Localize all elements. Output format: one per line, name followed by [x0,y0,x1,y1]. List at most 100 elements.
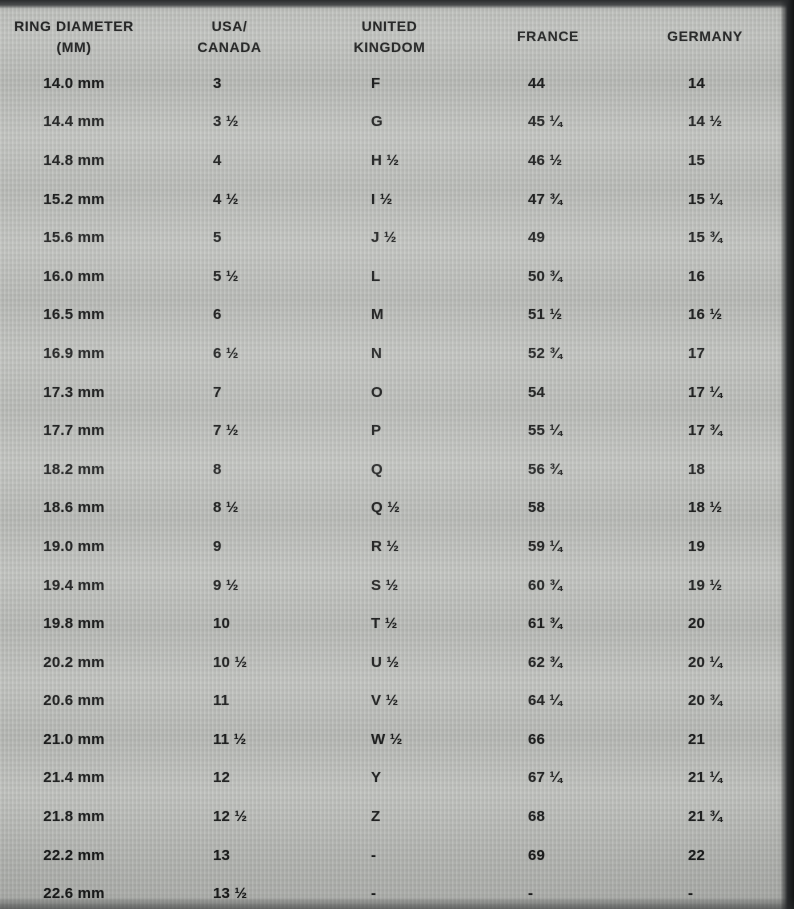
cell-diameter: 16.9 mm [43,344,105,362]
header-line-1: FRANCE [517,28,579,45]
cell-france: 64 ¼ [528,692,563,710]
cell-germany: 16 ½ [688,306,723,324]
cell-usa-canada: 12 [213,769,231,787]
cell-germany: 16 [688,267,706,285]
cell-united-kingdom: U ½ [371,653,400,671]
cell-united-kingdom: I ½ [371,190,393,208]
cell-usa-canada: 3 ½ [213,113,239,131]
cell-diameter: 16.5 mm [43,306,105,324]
table-row: 17.7 mm 7 ½ P 55 ¼ 17 ¾ [0,411,782,450]
cell-germany: 19 ½ [688,576,723,594]
cell-united-kingdom: Y [371,769,382,787]
table-row: 16.5 mm 6 M 51 ½ 16 ½ [0,296,782,335]
cell-diameter: 17.7 mm [43,422,105,440]
cell-germany: 20 [688,615,706,633]
cell-france: 51 ½ [528,306,563,324]
cell-germany: - [688,885,694,903]
header-line-1: GERMANY [667,28,743,45]
cell-usa-canada: 13 [213,846,231,864]
cell-germany: 17 [688,344,706,362]
cell-france: 54 [528,383,546,401]
table-row: 16.0 mm 5 ½ L 50 ¾ 16 [0,257,782,296]
cell-diameter: 18.6 mm [43,499,105,517]
cell-diameter: 21.4 mm [43,769,105,787]
cell-germany: 15 ¼ [688,190,723,208]
cell-united-kingdom: F [371,74,381,92]
table-row: 18.6 mm 8 ½ Q ½ 58 18 ½ [0,489,782,528]
cell-france: 46 ½ [528,151,563,169]
cell-usa-canada: 11 ½ [213,730,247,748]
cell-united-kingdom: Z [371,808,381,826]
header-line-1: RING DIAMETER [14,18,134,35]
cell-germany: 21 ¼ [688,769,723,787]
cell-united-kingdom: G [371,113,383,131]
cell-usa-canada: 6 ½ [213,344,239,362]
cell-germany: 17 ¾ [688,422,723,440]
cell-diameter: 14.8 mm [43,151,105,169]
cell-united-kingdom: W ½ [371,730,403,748]
cell-united-kingdom: S ½ [371,576,399,594]
cell-germany: 21 ¾ [688,808,723,826]
column-header-germany: GERMANY [628,9,782,64]
table-row: 18.2 mm 8 Q 56 ¾ 18 [0,450,782,489]
cell-germany: 20 ¾ [688,692,723,710]
cell-germany: 15 [688,151,706,169]
column-header-usa-canada: USA/ CANADA [148,9,311,64]
cell-united-kingdom: J ½ [371,229,397,247]
table-row: 21.0 mm 11 ½ W ½ 66 21 [0,720,782,759]
ring-size-conversion-table: RING DIAMETER (MM) USA/ CANADA UNITED KI… [0,9,782,909]
cell-germany: 15 ¾ [688,229,723,247]
cell-diameter: 22.6 mm [43,885,105,903]
cell-usa-canada: 3 [213,74,222,92]
table-row: 16.9 mm 6 ½ N 52 ¾ 17 [0,334,782,373]
table-header: RING DIAMETER (MM) USA/ CANADA UNITED KI… [0,9,782,64]
cell-diameter: 19.8 mm [43,615,105,633]
cell-usa-canada: 7 ½ [213,422,239,440]
cell-usa-canada: 12 ½ [213,808,248,826]
cell-united-kingdom: Q ½ [371,499,400,517]
cell-usa-canada: 8 [213,460,222,478]
cell-united-kingdom: T ½ [371,615,398,633]
cell-diameter: 21.8 mm [43,808,105,826]
cell-france: 62 ¾ [528,653,563,671]
column-header-france: FRANCE [468,9,628,64]
cell-usa-canada: 10 ½ [213,653,248,671]
cell-germany: 18 ½ [688,499,723,517]
cell-france: 69 [528,846,546,864]
cell-united-kingdom: L [371,267,381,285]
cell-germany: 18 [688,460,706,478]
table-row: 20.6 mm 11 V ½ 64 ¼ 20 ¾ [0,682,782,721]
cell-united-kingdom: R ½ [371,537,400,555]
cell-diameter: 16.0 mm [43,267,105,285]
header-line-2: KINGDOM [353,38,426,55]
table-row: 15.2 mm 4 ½ I ½ 47 ¾ 15 ¼ [0,180,782,219]
cell-usa-canada: 13 ½ [213,885,248,903]
cell-diameter: 18.2 mm [43,460,105,478]
cell-united-kingdom: N [371,344,383,362]
cell-diameter: 19.0 mm [43,537,105,555]
cell-france: 61 ¾ [528,615,563,633]
header-line-2: CANADA [197,38,262,55]
cell-diameter: 22.2 mm [43,846,105,864]
cell-diameter: 15.2 mm [43,190,105,208]
cell-france: 60 ¾ [528,576,563,594]
cell-diameter: 21.0 mm [43,730,105,748]
cell-germany: 22 [688,846,706,864]
cell-france: 47 ¾ [528,190,563,208]
table-row: 22.2 mm 13 - 69 22 [0,836,782,875]
cell-usa-canada: 5 [213,229,222,247]
cell-united-kingdom: V ½ [371,692,399,710]
cell-germany: 14 ½ [688,113,723,131]
table-row: 19.8 mm 10 T ½ 61 ¾ 20 [0,604,782,643]
cell-united-kingdom: Q [371,460,383,478]
cell-usa-canada: 11 [213,692,230,710]
cell-diameter: 20.2 mm [43,653,105,671]
cell-diameter: 20.6 mm [43,692,105,710]
cell-usa-canada: 9 [213,537,222,555]
table-body: 14.0 mm 3 F 44 14 14.4 mm 3 ½ G 45 ¼ 14 ½ 14.8 mm 4… [0,64,782,909]
cell-france: 67 ¼ [528,769,563,787]
column-header-ring-diameter: RING DIAMETER (MM) [0,9,148,64]
header-line-1: USA/ [211,18,248,35]
cell-germany: 19 [688,537,706,555]
cell-france: 68 [528,808,546,826]
